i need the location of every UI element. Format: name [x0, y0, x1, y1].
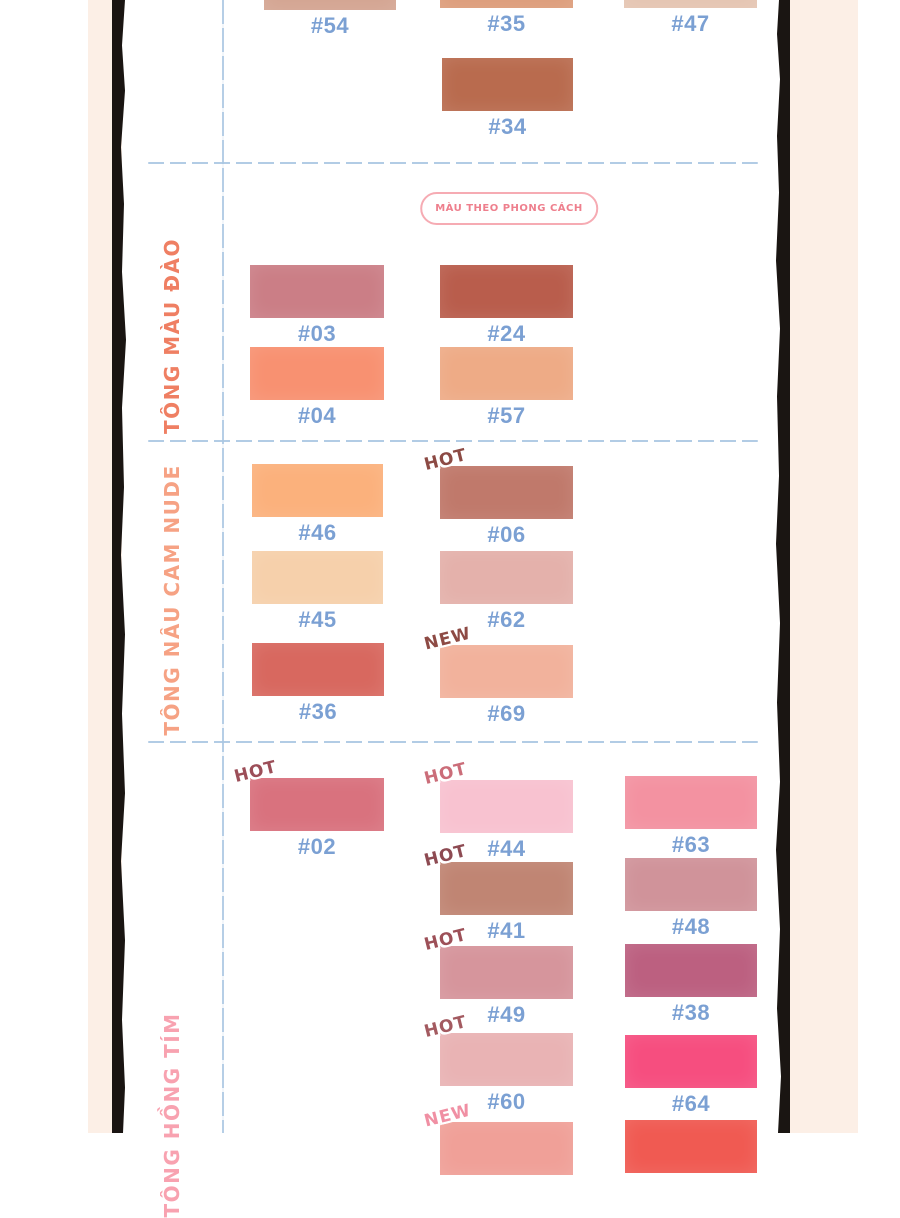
shade-label: #46 [298, 520, 337, 545]
shade-cell: #06 HOT [422, 445, 573, 548]
color-swatch [250, 347, 384, 400]
shade-cell: #04 [250, 347, 384, 429]
shade-cell: #47 [624, 0, 757, 37]
section-title-text: TÔNG HỒNG TÍM [160, 1012, 184, 1218]
color-swatch [264, 0, 396, 10]
section-divider [148, 440, 758, 442]
color-swatch [252, 464, 383, 517]
shade-cell: #63 [625, 776, 757, 858]
color-swatch [440, 347, 573, 400]
color-swatch [625, 776, 757, 829]
color-swatch [250, 778, 384, 831]
shade-label: #03 [297, 321, 337, 346]
shade-label: #57 [487, 403, 526, 428]
shade-cell: #24 [440, 265, 573, 347]
color-swatch [625, 858, 757, 911]
color-swatch [440, 0, 573, 8]
color-swatch [440, 780, 573, 833]
shade-cell: #54 [264, 0, 396, 39]
shade-cell: #38 [625, 944, 757, 1026]
shade-cell: #57 [440, 347, 573, 429]
shade-cell: #03 [250, 265, 384, 347]
color-swatch [440, 1033, 573, 1086]
shade-cell: #02 HOT [232, 757, 384, 860]
shade-cell: #60 HOT [422, 1012, 573, 1115]
shade-label: #45 [298, 607, 337, 632]
shade-label: #69 [487, 701, 526, 726]
color-swatch [440, 862, 573, 915]
swatch-board: MÀU THEO PHONG CÁCH #54 #35 #47 #34 TÔNG MÀU… [112, 0, 790, 1218]
shade-label: #24 [487, 321, 526, 346]
shade-cell: #35 [440, 0, 573, 37]
shade-cell: #48 [625, 858, 757, 940]
shade-label: #48 [671, 914, 711, 939]
shade-cell [625, 1120, 757, 1173]
shade-label: #04 [297, 403, 337, 428]
shade-label: #02 [297, 834, 337, 859]
shade-cell: #45 [252, 551, 383, 633]
shade-cell: #44 HOT [422, 759, 573, 862]
shade-label: #64 [671, 1091, 711, 1116]
shade-label: #47 [671, 11, 710, 36]
shade-label: #35 [487, 11, 526, 36]
shade-cell: #62 [440, 551, 573, 633]
torn-edge-right [776, 0, 790, 1133]
style-badge-label: MÀU THEO PHONG CÁCH [435, 203, 583, 214]
color-swatch [440, 551, 573, 604]
style-badge: MÀU THEO PHONG CÁCH [420, 192, 598, 225]
shade-label: #38 [671, 1000, 711, 1025]
shade-chart-card: MÀU THEO PHONG CÁCH #54 #35 #47 #34 TÔNG MÀU… [112, 0, 790, 1218]
color-swatch [440, 265, 573, 318]
shade-cell: #64 [625, 1035, 757, 1117]
shade-label: #63 [671, 832, 711, 857]
shade-label: #54 [310, 13, 350, 38]
shade-label: #06 [487, 522, 526, 547]
shade-cell: #36 [252, 643, 384, 725]
shade-cell: #69 NEW [422, 624, 573, 727]
color-swatch [625, 1035, 757, 1088]
shade-label: #62 [487, 607, 526, 632]
shade-label: #44 [487, 836, 526, 861]
color-swatch [625, 944, 757, 997]
color-swatch [625, 1120, 757, 1173]
color-swatch [442, 58, 573, 111]
divider-vertical [222, 0, 224, 1133]
shade-cell: #46 [252, 464, 383, 546]
shade-cell: #34 [442, 58, 573, 140]
shade-label: #49 [487, 1002, 526, 1027]
color-swatch [252, 643, 384, 696]
shade-cell: #49 HOT [422, 925, 573, 1028]
color-swatch [440, 946, 573, 999]
shade-label: #36 [298, 699, 338, 724]
shade-label: #60 [487, 1089, 526, 1114]
color-swatch [624, 0, 757, 8]
shade-label: #41 [487, 918, 526, 943]
shade-label: #34 [488, 114, 527, 139]
color-swatch [250, 265, 384, 318]
section-divider [148, 741, 758, 743]
section-title-text: TÔNG MÀU ĐÀO [160, 238, 184, 434]
color-swatch [440, 645, 573, 698]
color-swatch [440, 466, 573, 519]
color-swatch [440, 1122, 573, 1175]
shade-cell: NEW [422, 1101, 573, 1175]
section-divider [148, 162, 758, 164]
color-swatch [252, 551, 383, 604]
shade-cell: #41 HOT [422, 841, 573, 944]
section-title-text: TÔNG NÂU CAM NUDE [160, 464, 184, 736]
